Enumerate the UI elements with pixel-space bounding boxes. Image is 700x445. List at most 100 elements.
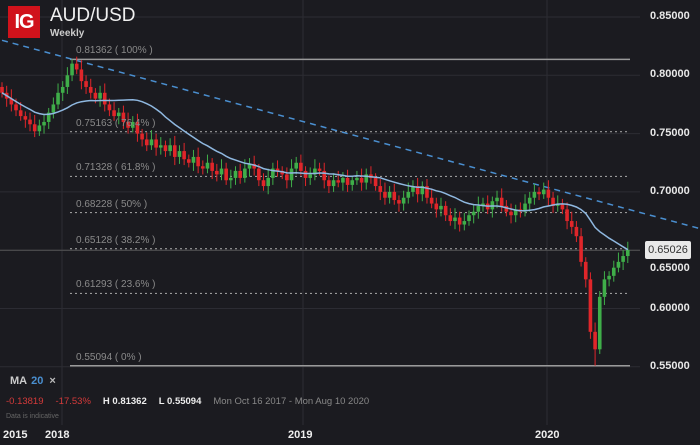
candle-body: [140, 133, 144, 140]
candle-body: [191, 156, 196, 163]
candle-body: [98, 92, 102, 99]
y-tick-label: 0.55000: [650, 359, 690, 372]
candle-body: [383, 191, 387, 198]
candle-body: [602, 279, 607, 297]
candle-body: [275, 168, 280, 171]
candle-body: [387, 191, 392, 198]
ma-indicator: MA 20 ×: [10, 375, 56, 387]
candle-body: [32, 124, 37, 132]
candle-body: [457, 217, 462, 225]
candle-body: [579, 236, 583, 262]
fib-level-label: 0.61293 ( 23.6% ): [76, 279, 156, 291]
fib-level-label: 0.81362 ( 100% ): [76, 45, 153, 57]
low-value: L 0.55094: [158, 396, 202, 407]
candle-body: [322, 170, 327, 181]
candle-body: [551, 197, 555, 206]
fib-level-label: 0.68228 ( 50% ): [76, 198, 148, 210]
instrument-title: AUD/USD: [50, 5, 136, 26]
candle-body: [187, 159, 191, 163]
change-value: -0.13819: [6, 396, 44, 407]
current-price-label: 0.65026: [645, 241, 691, 259]
candle-body: [70, 63, 74, 76]
candle-body: [238, 170, 242, 178]
candle-body: [299, 162, 303, 171]
candle-body: [611, 267, 616, 276]
candle-body: [345, 177, 350, 185]
candle-body: [509, 211, 513, 216]
candle-body: [434, 203, 439, 210]
candle-body: [429, 197, 434, 204]
y-tick-label: 0.65000: [650, 262, 690, 274]
candle-body: [205, 162, 210, 169]
candle-body: [532, 191, 537, 198]
candle-body: [116, 112, 121, 117]
candle-body: [411, 186, 415, 192]
candle-body: [271, 168, 275, 178]
candle-body: [513, 209, 518, 216]
high-value: H 0.81362: [102, 396, 147, 407]
candle-body: [341, 177, 345, 183]
candle-body: [574, 226, 579, 237]
candle-body: [537, 191, 541, 195]
remove-indicator-icon[interactable]: ×: [49, 375, 56, 387]
candle-body: [60, 86, 65, 93]
candle-body: [247, 163, 252, 169]
candle-body: [327, 180, 331, 187]
candle-body: [84, 81, 88, 87]
candle-body: [355, 177, 359, 181]
candle-body: [439, 205, 443, 210]
candle-body: [168, 145, 172, 152]
candle-body: [481, 203, 485, 206]
candle-body: [336, 180, 341, 183]
candle-body: [607, 275, 611, 280]
candle-body: [443, 205, 448, 216]
candle-body: [546, 189, 551, 198]
stats-bar: -0.13819 -17.53% H 0.81362 L 0.55094 Mon Oct…: [6, 396, 369, 407]
candle-body: [569, 221, 574, 227]
candle-body: [285, 174, 289, 181]
candle-body: [364, 174, 369, 183]
candle-body: [229, 177, 233, 181]
candle-body: [289, 168, 294, 181]
candle-body: [154, 139, 158, 148]
y-tick-label: 0.80000: [650, 68, 690, 81]
candle-body: [219, 168, 224, 175]
candle-body: [425, 186, 429, 198]
fib-level-label: 0.71328 ( 61.8% ): [76, 162, 156, 174]
candle-body: [625, 249, 630, 257]
candle-body: [495, 197, 499, 202]
candle-body: [121, 112, 126, 122]
candle-body: [257, 168, 261, 181]
fib-level-label: 0.65128 ( 38.2% ): [76, 234, 156, 246]
candle-body: [378, 186, 383, 192]
candle-body: [317, 168, 322, 171]
candle-body: [158, 145, 163, 148]
candle-body: [448, 215, 453, 222]
candle-body: [616, 261, 621, 268]
candle-body: [0, 86, 4, 93]
y-tick-label: 0.60000: [650, 301, 690, 314]
x-tick-label: 2019: [288, 429, 313, 441]
ma-name: MA: [10, 375, 28, 387]
candle-body: [504, 205, 509, 212]
candle-body: [79, 69, 84, 82]
candle-body: [597, 296, 602, 350]
candle-body: [224, 168, 228, 181]
candle-body: [476, 205, 481, 212]
candle-body: [593, 331, 597, 350]
candle-body: [252, 163, 256, 169]
candle-body: [401, 197, 406, 204]
candle-body: [541, 189, 546, 195]
candle-body: [93, 92, 98, 99]
candle-body: [294, 162, 299, 169]
candle-body: [621, 256, 625, 262]
ma-period[interactable]: 20: [31, 375, 44, 387]
candle-body: [467, 215, 471, 222]
candle-body: [51, 104, 56, 113]
candle-body: [453, 217, 457, 222]
candle-body: [420, 186, 425, 195]
candle-body: [88, 86, 93, 93]
candle-body: [149, 139, 154, 146]
